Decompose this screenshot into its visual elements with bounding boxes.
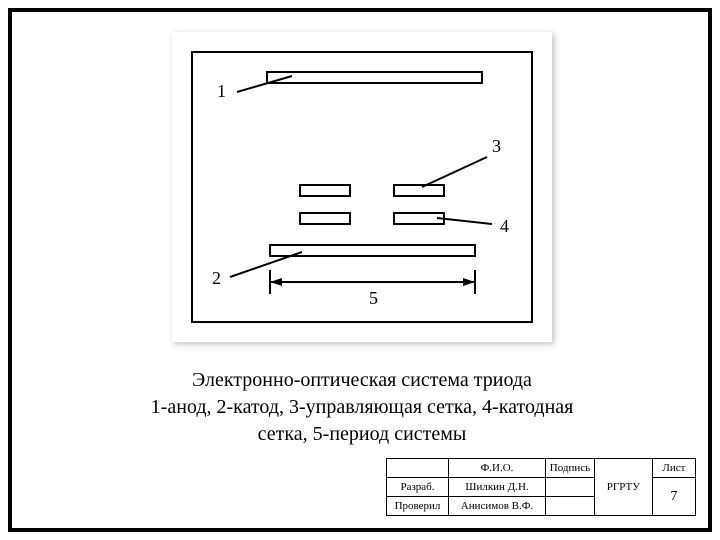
tb-sign-check xyxy=(546,497,595,516)
tb-role-check: Проверил xyxy=(387,497,449,516)
tb-page-num: 7 xyxy=(652,478,695,516)
title-block: Ф.И.О. Подпись РГРТУ Лист Разраб. Шилкин… xyxy=(386,458,696,516)
page-frame: 1 2 3 4 5 Электронно-оптическая система трио… xyxy=(8,8,712,532)
tb-name-check: Анисимов В.Ф. xyxy=(449,497,546,516)
caption-line2: 1-анод, 2-катод, 3-управляющая сетка, 4-… xyxy=(151,396,574,418)
triode-diagram: 1 2 3 4 5 xyxy=(172,32,552,342)
tb-role-dev: Разраб. xyxy=(387,478,449,497)
tb-head-fio: Ф.И.О. xyxy=(449,459,546,478)
svg-text:2: 2 xyxy=(212,268,221,288)
caption-line3: сетка, 5-период системы xyxy=(258,423,467,445)
svg-text:4: 4 xyxy=(500,216,509,236)
tb-sign-dev xyxy=(546,478,595,497)
tb-head-sign: Подпись xyxy=(546,459,595,478)
caption-line1: Электронно-оптическая система триода xyxy=(192,369,532,391)
tb-head-sheet: Лист xyxy=(652,459,695,478)
diagram-container: 1 2 3 4 5 xyxy=(172,32,552,342)
svg-text:3: 3 xyxy=(492,136,501,156)
caption: Электронно-оптическая система триода 1-а… xyxy=(82,367,642,448)
svg-text:5: 5 xyxy=(369,288,378,308)
tb-empty xyxy=(387,459,449,478)
tb-org: РГРТУ xyxy=(595,459,653,516)
svg-text:1: 1 xyxy=(217,81,226,101)
tb-name-dev: Шилкин Д.Н. xyxy=(449,478,546,497)
